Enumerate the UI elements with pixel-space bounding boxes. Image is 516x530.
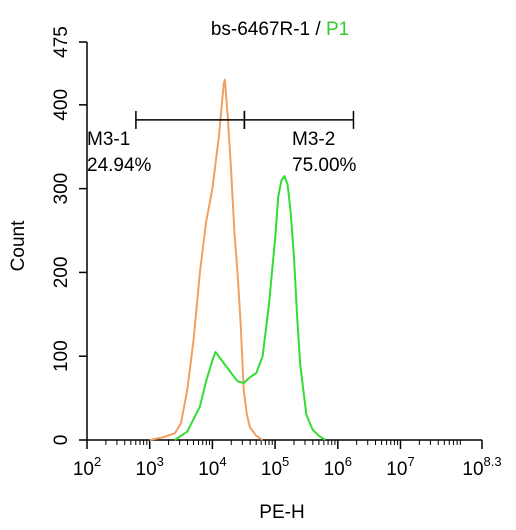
x-tick-exponent: 3 xyxy=(157,454,164,469)
y-tick-label: 400 xyxy=(51,89,72,121)
x-tick-exponent: 2 xyxy=(94,454,101,469)
x-tick-label: 103 xyxy=(136,454,164,480)
x-tick-base: 10 xyxy=(462,459,483,480)
x-tick-exponent: 4 xyxy=(219,454,226,469)
x-tick-label: 108.3 xyxy=(462,454,501,480)
gate-percent-1: 24.94% xyxy=(87,155,152,176)
chart-title: bs-6467R-1 / P1 xyxy=(211,19,349,40)
gate-percent-2: 75.00% xyxy=(292,155,357,176)
y-axis-label: Count xyxy=(8,220,29,271)
x-tick-exponent: 5 xyxy=(282,454,289,469)
chart-title-highlight: P1 xyxy=(326,19,349,40)
histogram-series-1 xyxy=(149,78,264,441)
x-tick-base: 10 xyxy=(136,459,157,480)
x-tick-exponent: 6 xyxy=(345,454,352,469)
x-tick-base: 10 xyxy=(73,459,94,480)
x-tick-exponent: 8.3 xyxy=(484,454,502,469)
y-tick-label: 200 xyxy=(51,257,72,289)
chart-title-main: bs-6467R-1 xyxy=(211,19,310,40)
x-tick-base: 10 xyxy=(198,459,219,480)
gate-name-1: M3-1 xyxy=(87,129,130,150)
y-tick-label: 475 xyxy=(51,26,72,58)
x-tick-base: 10 xyxy=(261,459,282,480)
x-tick-exponent: 7 xyxy=(407,454,414,469)
x-axis-label: PE-H xyxy=(259,502,304,523)
x-axis-ticks: 102 103 104 105 106 107 108.3 xyxy=(73,440,502,480)
y-tick-label: 0 xyxy=(51,435,72,446)
x-tick-base: 10 xyxy=(386,459,407,480)
gates-layer: M3-1 24.94% M3-2 75.00% xyxy=(87,110,357,176)
chart-title-separator: / xyxy=(310,19,326,40)
x-tick-label: 106 xyxy=(324,454,352,480)
y-axis-ticks: 0 100 200 300 400 475 xyxy=(51,26,87,445)
y-tick-label: 300 xyxy=(51,173,72,205)
x-tick-label: 104 xyxy=(198,454,226,480)
series-layer xyxy=(149,78,326,441)
x-tick-label: 102 xyxy=(73,454,101,480)
y-tick-label: 100 xyxy=(51,340,72,372)
gate-name-2: M3-2 xyxy=(292,129,335,150)
x-tick-label: 105 xyxy=(261,454,289,480)
histogram-series-2 xyxy=(174,175,326,441)
x-tick-label: 107 xyxy=(386,454,414,480)
x-tick-base: 10 xyxy=(324,459,345,480)
